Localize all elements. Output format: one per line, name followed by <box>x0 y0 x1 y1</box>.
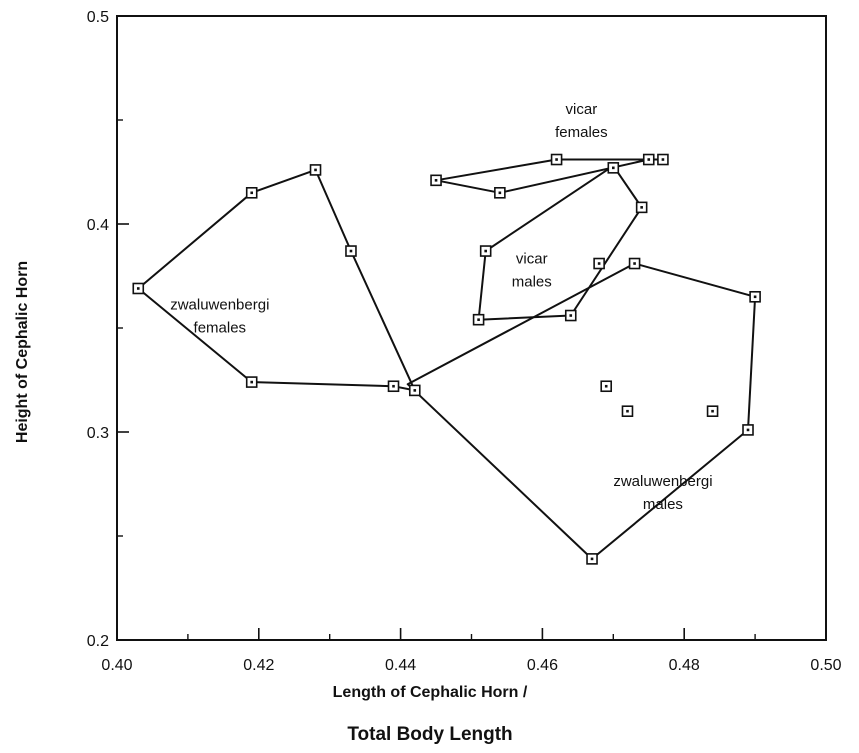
vicar-females-point <box>550 153 563 166</box>
point-dot <box>661 158 665 161</box>
zwaluwenbergi-females-point <box>132 282 145 295</box>
point-dot <box>392 384 395 388</box>
x-tick-label: 0.42 <box>243 657 274 674</box>
zwaluwenbergi-females-point <box>387 380 400 393</box>
point-dot <box>640 206 643 209</box>
region-label-text: males <box>512 274 552 291</box>
point-dot <box>647 158 651 161</box>
point-dot <box>569 314 573 317</box>
zwaluwenbergi-males-point <box>586 553 598 565</box>
x-tick-label: 0.40 <box>101 657 132 674</box>
point-dot <box>753 295 757 299</box>
vicar-males-hull <box>477 164 643 321</box>
zwaluwenbergi-females-point <box>245 187 258 199</box>
point-dot <box>250 191 254 195</box>
zwaluwenbergi-females-point <box>309 164 322 176</box>
y-tick-label: 0.5 <box>87 9 109 26</box>
x-axis-ticks: 0.40 0.42 0.44 0.46 0.48 0.50 <box>101 628 842 674</box>
y-tick-label: 0.4 <box>87 217 109 234</box>
point-dot <box>413 389 417 392</box>
zwaluwenbergi-males-hull <box>406 262 757 560</box>
zwaluwenbergi-males-point <box>628 257 641 270</box>
y-tick-label: 0.3 <box>87 425 109 442</box>
vicar-females-point <box>607 162 620 174</box>
vicar-males-point <box>564 309 577 322</box>
zwaluwenbergi-females-hull <box>137 168 416 392</box>
point-dot <box>136 287 140 290</box>
region-label-text: females <box>555 124 608 141</box>
point-dot <box>612 166 615 170</box>
group-hulls <box>137 158 757 560</box>
zwaluwenbergi-males-point <box>621 405 634 418</box>
zwaluwenbergi-males-point <box>749 290 761 303</box>
point-dot <box>590 557 594 561</box>
point-dot <box>633 262 636 265</box>
zwaluwenbergi-males-point <box>742 424 754 436</box>
point-dot <box>250 380 254 384</box>
region-label-text: zwaluwenbergi <box>613 473 712 490</box>
x-tick-label: 0.48 <box>669 657 700 674</box>
zwaluwenbergi-females-point <box>345 245 357 257</box>
zwaluwenbergi-females-point <box>245 376 258 388</box>
point-dot <box>626 409 629 413</box>
zwaluwenbergi-males-point <box>706 405 719 418</box>
point-dot <box>314 168 317 172</box>
x-tick-label: 0.46 <box>527 657 558 674</box>
point-dot <box>349 249 353 253</box>
point-dot <box>604 384 608 388</box>
region-label-text: females <box>194 319 247 336</box>
vicar-females-point <box>642 153 655 166</box>
point-dot <box>498 191 502 195</box>
vicar-females-point <box>430 174 442 187</box>
vicar-males-point <box>593 257 605 270</box>
point-dot <box>477 318 480 321</box>
x-tick-label: 0.44 <box>385 657 416 674</box>
y-axis-ticks: 0.2 0.3 0.4 0.5 <box>87 9 129 650</box>
data-points <box>132 153 761 565</box>
vicar-females-point <box>494 187 506 199</box>
point-dot <box>434 179 438 182</box>
zwaluwenbergi-females-point <box>408 384 421 397</box>
region-label-text: males <box>643 496 683 513</box>
vicar-females-point <box>657 153 669 166</box>
x-axis-title-line1: Length of Cephalic Horn / <box>333 684 528 701</box>
x-axis-title-line2: Total Body Length <box>347 724 512 745</box>
vicar-males-point <box>472 313 485 326</box>
vicar-females-hull <box>435 158 664 194</box>
vicar-males-point <box>479 245 492 257</box>
point-dot <box>711 409 714 413</box>
point-dot <box>597 262 601 265</box>
region-label-text: vicar <box>516 251 548 268</box>
region-label-text: vicar <box>566 101 598 118</box>
point-dot <box>484 249 487 253</box>
y-axis-title: Height of Cephalic Horn <box>14 261 31 443</box>
vicar-males-point <box>635 201 648 214</box>
zwaluwenbergi-males-point <box>600 380 613 393</box>
region-labels: vicar females vicar males zwaluwenbergi femal… <box>170 101 712 513</box>
region-label-text: zwaluwenbergi <box>170 296 269 313</box>
point-dot <box>555 158 558 161</box>
x-tick-label: 0.50 <box>810 657 841 674</box>
y-tick-label: 0.2 <box>87 633 109 650</box>
point-dot <box>746 428 750 432</box>
